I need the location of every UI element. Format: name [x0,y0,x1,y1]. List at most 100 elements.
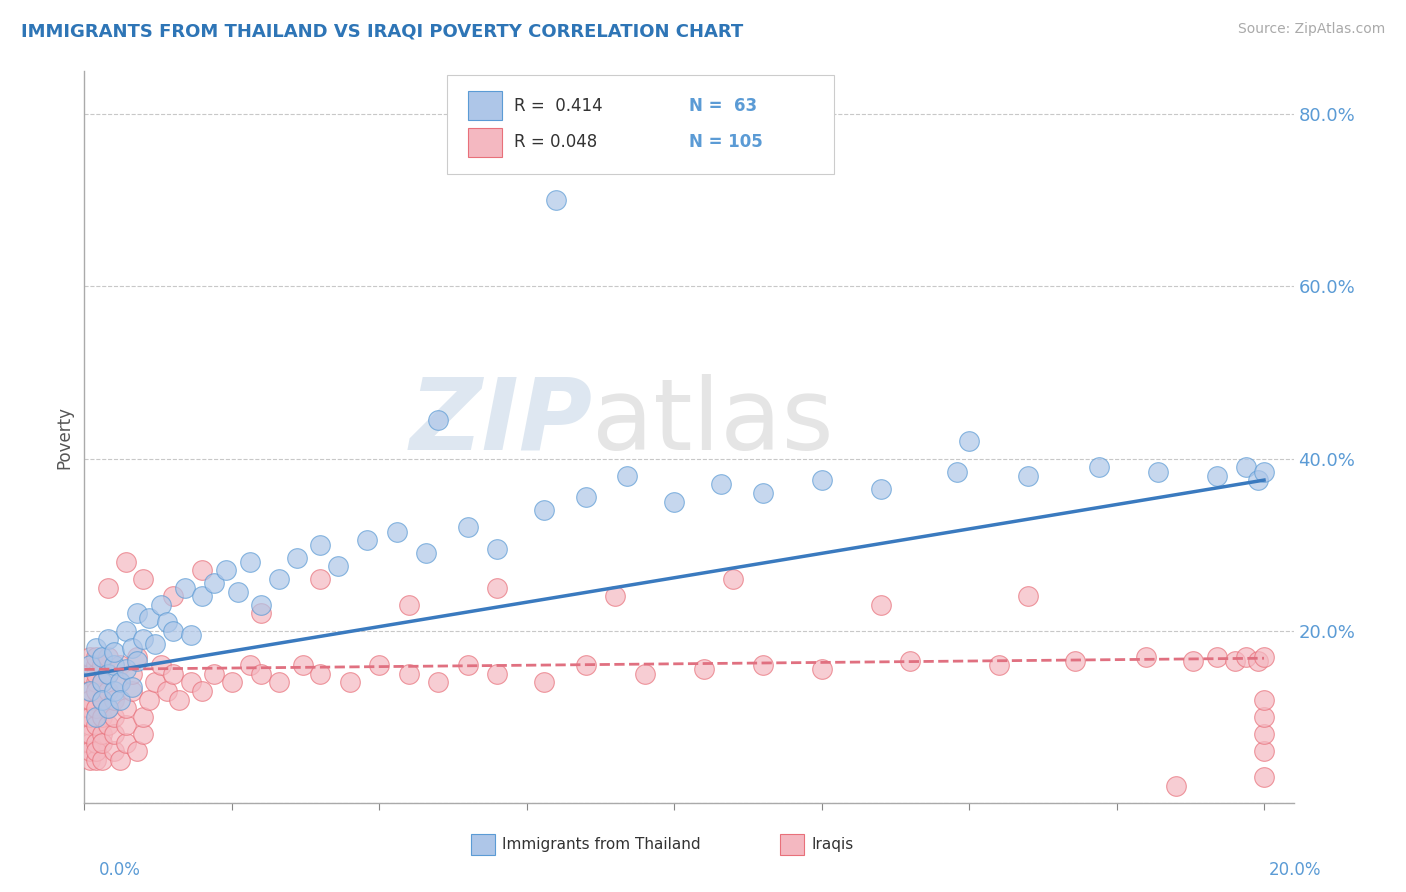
Point [202,576,225,591]
Point [97,718,120,732]
Point [127,607,149,621]
Point [309,666,332,681]
Text: atlas: atlas [592,374,834,471]
Point [97,701,120,715]
Point [79,649,101,664]
Point [162,666,184,681]
Point [1253,744,1275,758]
Point [79,684,101,698]
Point [97,701,120,715]
Point [91,658,114,673]
Point [751,486,773,500]
Point [84,753,107,767]
Point [84,701,107,715]
Point [751,658,773,673]
Text: Immigrants from Thailand: Immigrants from Thailand [502,837,700,852]
Point [309,538,332,552]
Point [121,680,143,694]
Point [143,675,166,690]
Point [84,710,107,724]
FancyBboxPatch shape [447,75,834,174]
Point [1135,649,1157,664]
Point [114,662,136,676]
Point [692,662,714,676]
Point [1064,654,1087,668]
Point [91,753,114,767]
Point [97,666,120,681]
Point [385,524,408,539]
Point [180,628,202,642]
Point [1147,465,1170,479]
Point [79,718,101,732]
Point [533,503,555,517]
Point [143,637,166,651]
Point [486,541,509,556]
Point [191,684,214,698]
Point [79,753,101,767]
Point [132,632,155,647]
Y-axis label: Poverty: Poverty [55,406,73,468]
Point [84,735,107,749]
Point [221,675,243,690]
Point [156,615,179,629]
Point [79,710,101,724]
Point [486,666,509,681]
Point [114,718,136,732]
Point [1247,473,1270,487]
Point [987,658,1010,673]
Point [79,744,101,758]
Point [1205,649,1227,664]
Point [291,658,314,673]
Point [546,194,568,208]
FancyBboxPatch shape [780,833,804,855]
Point [533,675,555,690]
Point [250,598,273,612]
Point [898,654,921,668]
Point [103,645,125,659]
Point [127,654,149,668]
Point [91,727,114,741]
Point [575,491,598,505]
Point [132,727,155,741]
Point [84,666,107,681]
Point [226,585,249,599]
Point [97,684,120,698]
Point [103,744,125,758]
Point [127,649,149,664]
Point [605,589,627,603]
Point [162,624,184,638]
Point [114,555,136,569]
Point [215,564,238,578]
Point [427,413,450,427]
Point [957,434,980,449]
FancyBboxPatch shape [471,833,495,855]
Point [79,701,101,715]
Point [84,744,107,758]
Point [1223,654,1246,668]
Point [1247,654,1270,668]
Point [810,473,832,487]
Point [616,468,638,483]
Point [97,581,120,595]
Point [575,658,598,673]
Point [103,727,125,741]
Point [398,598,420,612]
Point [103,684,125,698]
Point [79,692,101,706]
Point [132,572,155,586]
Text: ZIP: ZIP [409,374,592,471]
Point [156,684,179,698]
Point [946,465,969,479]
Point [457,520,479,534]
Text: Iraqis: Iraqis [811,837,853,852]
Point [91,675,114,690]
Point [132,710,155,724]
Point [238,555,260,569]
Point [79,658,101,673]
Point [1234,460,1257,475]
Point [810,662,832,676]
Point [97,649,120,664]
FancyBboxPatch shape [468,128,502,157]
Text: IMMIGRANTS FROM THAILAND VS IRAQI POVERTY CORRELATION CHART: IMMIGRANTS FROM THAILAND VS IRAQI POVERT… [21,22,744,40]
Point [368,658,391,673]
